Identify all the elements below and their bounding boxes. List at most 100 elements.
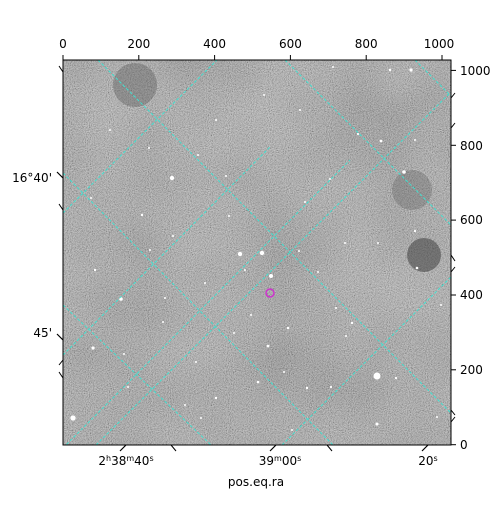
star bbox=[375, 422, 379, 426]
image-noise-texture bbox=[63, 60, 451, 445]
star bbox=[329, 385, 333, 389]
grid-line bbox=[65, 159, 351, 445]
right-axis: 1000 800 600 400 200 0 bbox=[451, 64, 491, 452]
right-tick-label: 600 bbox=[460, 213, 483, 227]
star bbox=[388, 68, 392, 72]
grid-line bbox=[63, 172, 334, 445]
star bbox=[215, 119, 217, 121]
dark-halo bbox=[392, 170, 432, 210]
star-field bbox=[70, 66, 442, 431]
star bbox=[259, 250, 265, 256]
star bbox=[195, 361, 197, 363]
star bbox=[200, 417, 202, 419]
star bbox=[402, 170, 406, 174]
dark-halo bbox=[407, 238, 441, 272]
left-tick-label: 16°40' bbox=[12, 171, 52, 185]
top-tick-label: 200 bbox=[127, 37, 150, 51]
axes-frame bbox=[62, 59, 452, 446]
star bbox=[298, 250, 300, 252]
star bbox=[91, 346, 95, 350]
star bbox=[409, 68, 413, 72]
star bbox=[250, 314, 252, 316]
star bbox=[317, 271, 319, 273]
star bbox=[291, 429, 293, 431]
star bbox=[344, 242, 346, 244]
star bbox=[299, 109, 301, 111]
bottom-axis-label: pos.eq.ra bbox=[228, 475, 284, 489]
star bbox=[149, 249, 151, 251]
star bbox=[356, 132, 360, 136]
star bbox=[70, 415, 76, 421]
star bbox=[140, 213, 144, 217]
star bbox=[164, 297, 166, 299]
star bbox=[263, 94, 265, 96]
image-vignette bbox=[63, 60, 451, 445]
bottom-tick-label: 2h38m40s bbox=[98, 454, 153, 469]
star bbox=[184, 404, 186, 406]
right-wcs-ticks bbox=[450, 92, 456, 423]
star bbox=[169, 175, 175, 181]
top-tick-label: 600 bbox=[279, 37, 302, 51]
top-tick-label: 0 bbox=[59, 37, 67, 51]
grid-line bbox=[95, 91, 451, 445]
bottom-tick-label: 39m00s bbox=[259, 454, 302, 469]
star bbox=[332, 66, 334, 68]
star bbox=[214, 396, 218, 400]
star bbox=[379, 139, 383, 143]
star bbox=[286, 326, 290, 330]
star bbox=[127, 386, 129, 388]
left-axis: 16°40' 45' bbox=[12, 65, 64, 379]
right-tick-label: 800 bbox=[460, 139, 483, 153]
star bbox=[237, 251, 243, 257]
star bbox=[329, 178, 331, 180]
image-area bbox=[63, 60, 451, 445]
bottom-tick-label: 20s bbox=[418, 454, 437, 469]
star bbox=[233, 332, 235, 334]
dark-halo bbox=[113, 63, 157, 107]
star bbox=[93, 268, 97, 272]
star bbox=[394, 376, 398, 380]
star bbox=[345, 335, 347, 337]
star bbox=[415, 266, 419, 270]
grid-line bbox=[284, 60, 451, 226]
star bbox=[414, 139, 416, 141]
top-axis: 0 200 400 600 800 1000 bbox=[59, 37, 454, 60]
star bbox=[377, 242, 379, 244]
star bbox=[283, 371, 285, 373]
grid-line bbox=[63, 304, 212, 445]
grid-line bbox=[63, 60, 218, 214]
star bbox=[123, 353, 125, 355]
star bbox=[350, 321, 354, 325]
right-tick-label: 0 bbox=[460, 438, 468, 452]
grid-line bbox=[414, 60, 451, 97]
star bbox=[440, 304, 442, 306]
star bbox=[225, 175, 227, 177]
star bbox=[305, 386, 309, 390]
star bbox=[162, 321, 164, 323]
right-tick-label: 200 bbox=[460, 363, 483, 377]
star bbox=[172, 235, 174, 237]
star bbox=[109, 129, 111, 131]
top-tick-label: 1000 bbox=[424, 37, 455, 51]
star bbox=[244, 269, 246, 271]
coordinate-grid bbox=[63, 60, 451, 445]
star bbox=[90, 197, 92, 199]
star bbox=[304, 201, 306, 203]
star bbox=[204, 282, 206, 284]
star bbox=[228, 215, 230, 217]
star bbox=[197, 154, 199, 156]
star bbox=[148, 147, 150, 149]
star bbox=[373, 372, 381, 380]
bottom-axis: 2h38m40s 39m00s 20s pos.eq.ra bbox=[98, 444, 438, 489]
top-tick-label: 800 bbox=[355, 37, 378, 51]
star bbox=[256, 380, 260, 384]
star bbox=[413, 229, 417, 233]
target-marker bbox=[265, 288, 275, 298]
star bbox=[335, 307, 337, 309]
grid-line bbox=[63, 145, 272, 356]
left-tick-label: 45' bbox=[33, 326, 52, 340]
star bbox=[436, 416, 438, 418]
right-tick-label: 400 bbox=[460, 288, 483, 302]
